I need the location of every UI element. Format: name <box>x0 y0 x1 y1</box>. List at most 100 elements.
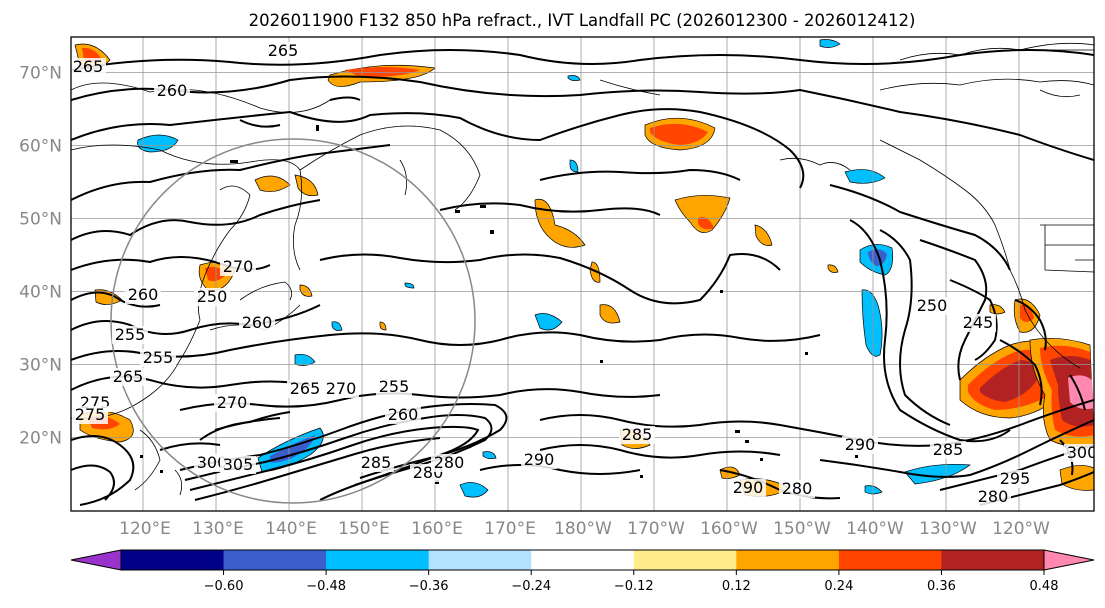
contour-label: 280 <box>782 479 813 498</box>
contour-label: 250 <box>917 296 948 315</box>
lon-label: 150°W <box>773 519 831 539</box>
contour-label-bg <box>960 314 996 332</box>
latitude-labels: 70°N 60°N 50°N 40°N 30°N 20°N <box>19 64 62 449</box>
contour-label-bg <box>779 480 815 498</box>
contour-label: 265 <box>113 367 144 386</box>
contour-label-bg <box>914 297 950 315</box>
contour-label-bg <box>220 456 256 474</box>
lat-label: 20°N <box>19 429 62 449</box>
colorbar-extend-high <box>1043 549 1095 571</box>
contour-label-bg <box>842 436 878 454</box>
contour-label: 270 <box>217 393 248 412</box>
contour-label: 280 <box>978 487 1009 506</box>
contour-label-bg <box>619 426 655 444</box>
contour-label-bg <box>997 470 1033 488</box>
contour-label-bg <box>431 454 467 472</box>
contour-lines <box>71 49 1094 506</box>
colorbar-tick-label: 0.36 <box>927 579 956 594</box>
colorbar-segment <box>428 550 532 570</box>
contour-label: 260 <box>242 313 273 332</box>
contour-label: 290 <box>845 435 876 454</box>
contour-label-bg <box>220 258 256 276</box>
lat-label: 30°N <box>19 356 62 376</box>
contour-label-bg <box>287 380 323 398</box>
contour-label: 285 <box>622 425 653 444</box>
figure-title: 2026011900 F132 850 hPa refract., IVT La… <box>249 11 916 30</box>
contour-label-bg <box>358 454 394 472</box>
shaded-anomalies <box>74 39 1094 498</box>
contour-label: 260 <box>128 285 159 304</box>
contour-label: 285 <box>933 440 964 459</box>
contour-label: 255 <box>115 325 146 344</box>
contour-label: 255 <box>143 348 174 367</box>
contour-label-bg <box>930 441 966 459</box>
contour-label-bg <box>265 42 301 60</box>
contour-label: 270 <box>326 379 357 398</box>
contour-label-bg <box>140 349 176 367</box>
colorbar-tick-label: −0.60 <box>204 579 244 594</box>
contour-label: 245 <box>963 313 994 332</box>
lon-label: 160°E <box>411 519 463 539</box>
colorbar-tick-label: −0.12 <box>614 579 654 594</box>
contour-label: 250 <box>197 287 228 306</box>
colorbar: −0.60 −0.48 −0.36 −0.24 −0.12 0.12 0.24 0.36 0.4… <box>70 549 1095 594</box>
colorbar-tick-label: 0.12 <box>722 579 751 594</box>
contour-label-bg <box>154 82 190 100</box>
contour-label: 290 <box>524 450 555 469</box>
longitude-labels: 120°E 130°E 140°E 150°E 160°E 170°E 180°W 170°W… <box>119 519 1050 539</box>
colorbar-segment <box>633 550 737 570</box>
lon-label: 180°W <box>554 519 612 539</box>
contour-label: 300 <box>197 453 228 472</box>
contour-label: 300 <box>1067 443 1098 462</box>
colorbar-segment <box>531 550 635 570</box>
colorbar-tick-label: −0.36 <box>409 579 449 594</box>
contour-label: 285 <box>361 453 392 472</box>
contour-label-bg <box>1064 444 1094 462</box>
colorbar-frame <box>120 549 1045 571</box>
contour-label: 305 <box>223 455 254 474</box>
contour-label-bg <box>975 488 1011 506</box>
contour-label: 265 <box>290 379 321 398</box>
colorbar-segment <box>941 550 1045 570</box>
gridlines <box>71 37 1094 511</box>
colorbar-segment <box>838 550 942 570</box>
contour-label: 290 <box>733 478 764 497</box>
contour-label: 275 <box>75 405 106 424</box>
contour-label: 265 <box>73 57 104 76</box>
lat-label: 60°N <box>19 137 62 157</box>
contour-label-bg <box>194 288 230 306</box>
contour-label-bg <box>110 368 146 386</box>
lon-label: 120°E <box>119 519 171 539</box>
contour-label: 295 <box>1000 469 1031 488</box>
contour-label: 270 <box>223 257 254 276</box>
lon-label: 170°W <box>627 519 685 539</box>
contour-label: 255 <box>379 377 410 396</box>
landfall-radius-circle <box>110 138 476 504</box>
contour-label-bg <box>385 406 421 424</box>
contour-label-bg <box>323 380 359 398</box>
colorbar-segment <box>223 550 327 570</box>
lon-label: 140°W <box>846 519 904 539</box>
lat-label: 40°N <box>19 283 62 303</box>
colorbar-tick-label: 0.24 <box>824 579 853 594</box>
contour-label-bg <box>112 326 148 344</box>
contour-label-bg <box>71 58 106 76</box>
colorbar-segment <box>121 550 225 570</box>
colorbar-tick-label: 0.48 <box>1030 579 1059 594</box>
contour-label-bg <box>125 286 161 304</box>
colorbar-segment <box>326 550 430 570</box>
lon-label: 160°W <box>700 519 758 539</box>
contour-label-bg <box>521 451 557 469</box>
colorbar-segment <box>736 550 840 570</box>
contour-label: 260 <box>388 405 419 424</box>
contour-label-bg <box>214 394 250 412</box>
coastlines <box>71 42 1094 496</box>
lon-label: 130°W <box>919 519 977 539</box>
colorbar-extend-low <box>70 549 122 571</box>
contour-label: 265 <box>268 41 299 60</box>
contour-label-bg <box>239 314 275 332</box>
lat-label: 50°N <box>19 210 62 230</box>
